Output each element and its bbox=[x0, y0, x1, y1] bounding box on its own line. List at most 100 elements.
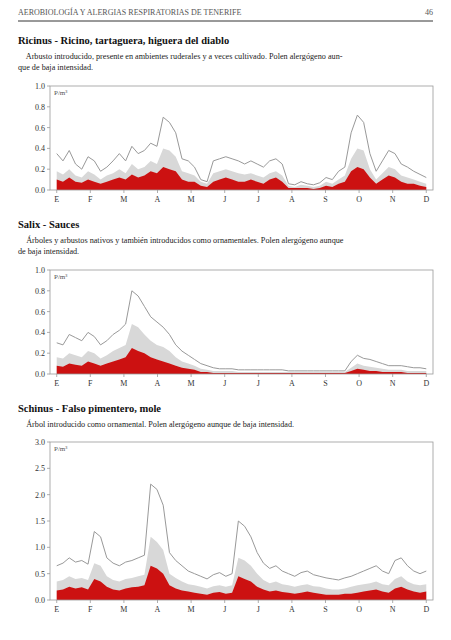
x-tick bbox=[258, 600, 259, 603]
x-tick-label: E bbox=[54, 605, 59, 614]
x-tick bbox=[191, 190, 192, 193]
x-tick-label: O bbox=[356, 605, 362, 614]
x-tick-label: E bbox=[54, 195, 59, 204]
x-tick bbox=[291, 374, 292, 377]
line bbox=[57, 484, 427, 580]
x-tick-label: E bbox=[54, 379, 59, 388]
y-tick bbox=[47, 106, 50, 107]
y-tick-label: 0.8 bbox=[35, 103, 45, 112]
y-tick bbox=[47, 190, 50, 191]
x-tick bbox=[224, 374, 225, 377]
y-tick-label: 0.8 bbox=[35, 287, 45, 296]
x-tick bbox=[56, 374, 57, 377]
x-tick bbox=[90, 374, 91, 377]
y-tick bbox=[47, 353, 50, 354]
x-tick-label: J bbox=[257, 379, 260, 388]
x-tick bbox=[359, 374, 360, 377]
chart: Ricinus - Ricino, tartaguera, higuera de… bbox=[18, 35, 433, 204]
y-tick bbox=[47, 332, 50, 333]
x-tick bbox=[359, 600, 360, 603]
section-text: Árbol introducido como ornamental. Polen… bbox=[18, 419, 294, 429]
x-tick bbox=[426, 374, 427, 377]
y-tick-label: 3.0 bbox=[35, 438, 45, 447]
y-tick bbox=[47, 127, 50, 128]
x-tick bbox=[258, 190, 259, 193]
y-tick bbox=[47, 442, 50, 443]
area bbox=[57, 566, 427, 600]
y-tick bbox=[47, 374, 50, 375]
x-tick-label: A bbox=[155, 605, 161, 614]
x-tick bbox=[191, 600, 192, 603]
x-tick bbox=[56, 600, 57, 603]
x-tick-label: A bbox=[289, 605, 295, 614]
y-tick-label: 1.5 bbox=[35, 517, 45, 526]
x-tick bbox=[325, 600, 326, 603]
x-tick bbox=[392, 374, 393, 377]
line bbox=[57, 291, 427, 371]
x-tick bbox=[224, 600, 225, 603]
x-tick-label: O bbox=[356, 379, 362, 388]
y-tick bbox=[47, 547, 50, 548]
x-tick bbox=[224, 190, 225, 193]
x-tick-label: M bbox=[120, 195, 127, 204]
y-tick-label: 2.5 bbox=[35, 464, 45, 473]
x-tick-label: S bbox=[323, 379, 327, 388]
x-tick-label: D bbox=[423, 605, 429, 614]
x-tick bbox=[191, 374, 192, 377]
data-group bbox=[57, 291, 427, 374]
y-tick-label: 2.0 bbox=[35, 491, 45, 500]
y-tick bbox=[47, 148, 50, 149]
area bbox=[57, 324, 427, 374]
x-tick-label: M bbox=[188, 379, 195, 388]
x-tick bbox=[123, 600, 124, 603]
plot-frame bbox=[50, 86, 433, 190]
x-tick-label: F bbox=[88, 379, 93, 388]
x-tick bbox=[90, 600, 91, 603]
x-tick-label: J bbox=[257, 195, 260, 204]
header-rule bbox=[18, 21, 433, 22]
y-tick bbox=[47, 494, 50, 495]
y-tick-label: 0.4 bbox=[35, 328, 45, 337]
x-tick bbox=[90, 190, 91, 193]
x-tick-label: J bbox=[223, 195, 226, 204]
y-tick-label: 0.4 bbox=[35, 144, 45, 153]
x-tick bbox=[291, 600, 292, 603]
section-title: Salix - Sauces bbox=[18, 219, 79, 230]
x-tick-label: J bbox=[223, 605, 226, 614]
x-tick-label: A bbox=[155, 379, 161, 388]
x-tick-label: A bbox=[289, 379, 295, 388]
y-tick-label: 0.6 bbox=[35, 308, 45, 317]
x-tick-label: J bbox=[257, 605, 260, 614]
section-title: Ricinus - Ricino, tartaguera, higuera de… bbox=[18, 35, 229, 46]
x-tick-label: A bbox=[155, 195, 161, 204]
section-title: Schinus - Falso pimentero, mole bbox=[18, 403, 161, 414]
x-tick-label: F bbox=[88, 605, 93, 614]
page-number: 46 bbox=[425, 8, 433, 17]
y-tick-label: 0.6 bbox=[35, 124, 45, 133]
x-tick-label: N bbox=[390, 379, 396, 388]
section-text: Arbusto introducido, presente en ambient… bbox=[18, 52, 343, 61]
chart: Salix - Sauces Árboles y arbustos nativo… bbox=[18, 219, 433, 388]
plot-frame bbox=[50, 442, 433, 600]
x-tick-label: S bbox=[323, 605, 327, 614]
x-tick bbox=[426, 190, 427, 193]
x-tick-label: N bbox=[390, 195, 396, 204]
page: AEROBIOLOGÍA Y ALERGIAS RESPIRATORIAS DE… bbox=[0, 0, 451, 640]
x-tick bbox=[123, 374, 124, 377]
y-tick bbox=[47, 290, 50, 291]
y-tick bbox=[47, 521, 50, 522]
y-axis-label: P/m³ bbox=[54, 445, 67, 453]
y-tick-label: 0.0 bbox=[35, 370, 45, 379]
y-tick bbox=[47, 468, 50, 469]
y-tick bbox=[47, 169, 50, 170]
x-tick bbox=[392, 190, 393, 193]
x-tick bbox=[392, 600, 393, 603]
y-tick bbox=[47, 311, 50, 312]
y-tick bbox=[47, 86, 50, 87]
x-tick bbox=[157, 600, 158, 603]
y-tick-label: 0.0 bbox=[35, 596, 45, 605]
y-axis-label: P/m³ bbox=[54, 273, 67, 281]
data-group bbox=[57, 484, 427, 600]
x-tick-label: D bbox=[423, 379, 429, 388]
x-tick-label: F bbox=[88, 195, 93, 204]
